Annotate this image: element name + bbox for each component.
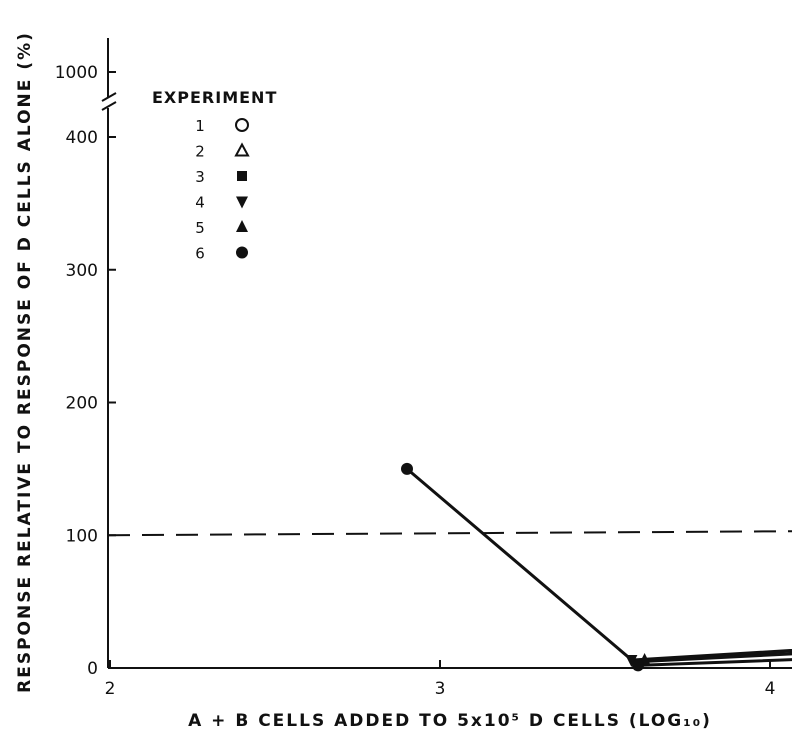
data-point-exp-4 <box>625 655 638 668</box>
legend-marker-6 <box>236 246 248 259</box>
reference-line <box>107 530 792 537</box>
y-tick-label: 1000 <box>55 63 98 83</box>
legend-entry-label: 5 <box>195 219 205 237</box>
legend-marker-4 <box>236 196 248 209</box>
series-group <box>401 462 792 672</box>
legend-entry-label: 1 <box>195 117 205 135</box>
legend-entry-label: 4 <box>195 194 205 212</box>
y-tick-label: 200 <box>66 394 98 414</box>
y-tick-label: 0 <box>87 659 98 679</box>
legend-marker-3 <box>237 171 247 181</box>
y-tick-label: 400 <box>66 128 98 148</box>
reference-line-group <box>107 530 792 537</box>
legend-entry-label: 6 <box>195 245 205 263</box>
series-line-5 <box>644 649 792 662</box>
data-point-exp-6 <box>632 659 644 672</box>
legend-entry-label: 3 <box>195 168 205 186</box>
y-axis-break-mark <box>101 101 117 111</box>
series-line-6 <box>406 467 792 667</box>
legend-marker-2 <box>234 142 250 157</box>
y-tick-label: 100 <box>66 526 98 546</box>
x-tick-label: 4 <box>765 679 776 699</box>
x-tick-label: 3 <box>435 679 446 699</box>
legend-marker-1 <box>235 118 249 132</box>
x-axis-label: A + B CELLS ADDED TO 5x10⁵ D CELLS (LOG₁… <box>188 711 712 731</box>
y-axis-break-mark <box>101 92 117 102</box>
legend-title: EXPERIMENT <box>152 88 277 107</box>
legend-marker-5 <box>236 220 248 232</box>
axes: 2 3 4 5 6 0 100 200 300 400 1000 <box>55 38 792 699</box>
legend-entry-label: 2 <box>195 143 205 161</box>
data-point-exp-6 <box>401 462 413 475</box>
y-tick-label: 300 <box>66 261 98 281</box>
series-line-extra <box>644 652 792 663</box>
x-tick-label: 2 <box>105 679 116 699</box>
y-axis-label: RESPONSE RELATIVE TO RESPONSE OF D CELLS… <box>15 31 35 693</box>
legend: EXPERIMENT 1 2 3 4 5 6 <box>152 88 277 263</box>
